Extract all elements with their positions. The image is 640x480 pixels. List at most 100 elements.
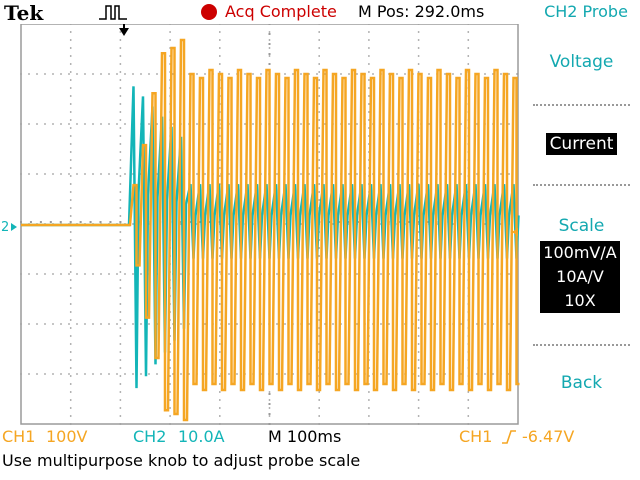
- grid-dot: [119, 391, 122, 393]
- grid-dot: [268, 415, 271, 417]
- ch1-label: CH1: [2, 427, 36, 446]
- grid-dot: [119, 199, 122, 201]
- grid-dot: [417, 287, 420, 289]
- grid-dot: [76, 173, 78, 175]
- grid-dot: [108, 123, 110, 125]
- grid-dot: [100, 323, 102, 325]
- grid-dot: [476, 323, 478, 325]
- grid-dot: [316, 73, 318, 75]
- grid-dot: [99, 221, 102, 223]
- grid-dot: [368, 31, 370, 33]
- grid-dot: [340, 73, 342, 75]
- grid-dot: [119, 383, 122, 385]
- grid-dot: [119, 407, 122, 409]
- menu-back-button[interactable]: Back: [523, 373, 640, 393]
- grid-dot: [119, 103, 122, 105]
- grid-dot: [116, 273, 118, 275]
- acquisition-status: Acq Complete: [225, 2, 337, 21]
- grid-dot: [388, 323, 390, 325]
- grid-dot: [36, 123, 38, 125]
- grid-dot: [219, 135, 221, 137]
- grid-dot: [380, 323, 382, 325]
- scale-options-box[interactable]: 100mV/A 10A/V 10X: [540, 241, 620, 313]
- menu-voltage-button[interactable]: Voltage: [523, 52, 640, 72]
- menu-current-button[interactable]: Current: [523, 133, 640, 155]
- grid-dot: [417, 24, 420, 25]
- menu-scale-button[interactable]: Scale: [523, 216, 640, 236]
- grid-dot: [452, 123, 454, 125]
- grid-dot: [169, 423, 171, 425]
- grid-dot: [467, 31, 470, 33]
- grid-dot: [116, 173, 118, 175]
- grid-dot: [380, 273, 382, 275]
- grid-dot: [60, 373, 62, 375]
- grid-dot: [332, 373, 334, 375]
- grid-dot: [467, 47, 470, 49]
- grid-dot: [119, 367, 122, 369]
- grid-dot: [169, 55, 171, 57]
- grid-dot: [119, 71, 122, 73]
- grid-dot: [396, 73, 398, 75]
- grid-dot: [417, 239, 420, 241]
- trigger-source: CH1: [459, 427, 493, 446]
- scale-option[interactable]: 10X: [564, 291, 596, 310]
- grid-dot: [140, 273, 142, 275]
- grid-dot: [417, 327, 420, 329]
- grid-dot: [92, 323, 94, 325]
- grid-dot: [276, 273, 278, 275]
- grid-dot: [116, 73, 118, 75]
- grid-dot: [318, 279, 320, 281]
- grid-dot: [36, 73, 38, 75]
- grid-dot: [417, 221, 420, 223]
- grid-dot: [428, 73, 430, 75]
- grid-dot: [318, 87, 320, 89]
- grid-dot: [228, 73, 230, 75]
- grid-dot: [69, 423, 72, 425]
- grid-dot: [300, 273, 302, 275]
- grid-dot: [417, 47, 420, 49]
- grid-dot: [100, 273, 102, 275]
- grid-dot: [356, 123, 358, 125]
- grid-dot: [417, 415, 420, 417]
- grid-dot: [417, 263, 420, 265]
- grid-dot: [467, 407, 470, 409]
- grid-dot: [508, 123, 510, 125]
- grid-dot: [228, 173, 230, 175]
- pulse-edge-icon: [99, 5, 127, 20]
- grid-dot: [44, 323, 46, 325]
- grid-dot: [44, 273, 46, 275]
- grid-dot: [417, 407, 420, 409]
- scale-option[interactable]: 10A/V: [556, 267, 604, 286]
- grid-dot: [169, 39, 171, 41]
- grid-dot: [76, 73, 78, 75]
- grid-dot: [119, 295, 122, 297]
- ch2-marker-arrow: [11, 223, 17, 231]
- grid-dot: [348, 73, 350, 75]
- grid-dot: [52, 123, 54, 125]
- grid-dot: [417, 71, 420, 73]
- grid-dot: [228, 373, 230, 375]
- grid-dot: [219, 359, 221, 361]
- grid-dot: [348, 123, 350, 125]
- grid-dot: [260, 73, 262, 75]
- grid-dot: [444, 373, 446, 375]
- grid-dot: [318, 111, 320, 113]
- grid-dot: [368, 79, 370, 81]
- grid-dot: [318, 263, 320, 265]
- grid-dot: [508, 273, 510, 275]
- grid-dot: [318, 399, 320, 401]
- grid-dot: [108, 73, 110, 75]
- grid-dot: [368, 47, 370, 49]
- grid-dot: [467, 423, 470, 425]
- grid-dot: [52, 323, 54, 325]
- grid-dot: [28, 123, 30, 125]
- grid-dot: [318, 199, 320, 201]
- grid-dot: [252, 123, 254, 125]
- grid-dot: [172, 323, 174, 325]
- grid-dot: [276, 323, 278, 325]
- grid-dot: [140, 323, 142, 325]
- scale-option[interactable]: 100mV/A: [543, 243, 617, 262]
- grid-dot: [318, 423, 320, 425]
- grid-dot: [180, 273, 182, 275]
- grid-dot: [340, 373, 342, 375]
